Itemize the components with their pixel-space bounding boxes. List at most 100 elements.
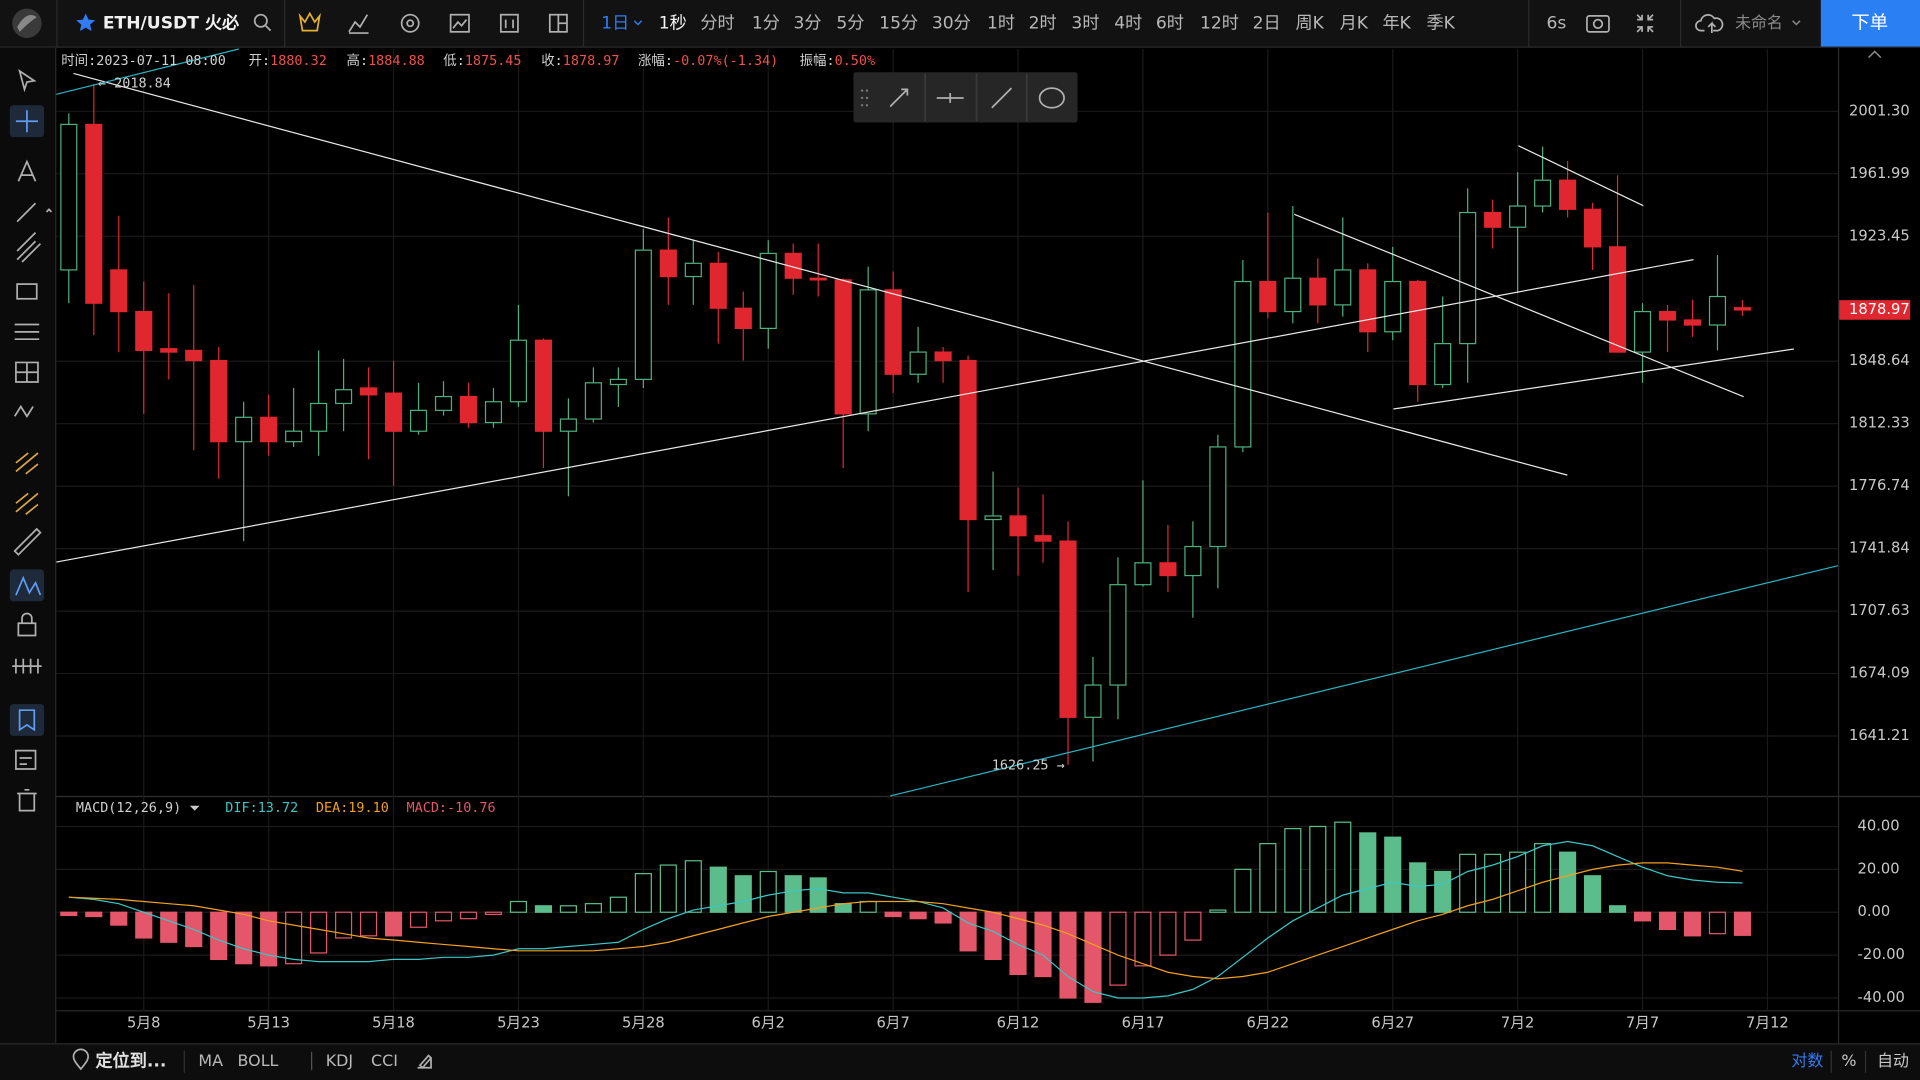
macd-line xyxy=(68,840,1743,999)
interval[interactable]: 30分 xyxy=(932,13,971,33)
favorite-star[interactable] xyxy=(76,13,96,32)
ellipse-tool[interactable] xyxy=(1038,87,1065,109)
cloud-save-icon[interactable] xyxy=(1695,14,1724,34)
interval[interactable]: 3分 xyxy=(793,13,821,33)
macd-bar xyxy=(384,911,403,937)
hide-tool[interactable] xyxy=(12,658,42,674)
indicator-toggle[interactable]: BOLL xyxy=(238,1051,279,1070)
interval[interactable]: 2时 xyxy=(1029,13,1057,33)
trend-line[interactable] xyxy=(56,48,239,95)
locate-icon[interactable] xyxy=(72,1048,90,1071)
magnet-strong-tool[interactable] xyxy=(15,492,39,515)
layout-name[interactable]: 未命名 xyxy=(1735,13,1783,32)
object-tree-tool[interactable] xyxy=(15,749,37,770)
horizontal-line-tool[interactable] xyxy=(936,93,964,103)
interval[interactable]: 3时 xyxy=(1071,13,1099,33)
macd-bar xyxy=(235,911,253,965)
macd-bar xyxy=(210,911,228,961)
lock-tool[interactable] xyxy=(17,612,37,637)
bookmark-tool[interactable] xyxy=(18,709,36,732)
keep-drawing-tool[interactable] xyxy=(15,575,42,596)
candle-body xyxy=(1384,280,1402,333)
interval[interactable]: 4时 xyxy=(1114,13,1142,33)
candle-body xyxy=(834,279,852,415)
indicator-icon[interactable] xyxy=(348,14,369,34)
indicator-toggle[interactable]: KDJ xyxy=(326,1051,353,1070)
scale-option[interactable]: % xyxy=(1841,1051,1856,1070)
interval[interactable]: 5分 xyxy=(836,13,864,33)
delete-tool[interactable] xyxy=(17,788,37,812)
period-dropdown-arrow[interactable] xyxy=(633,20,643,26)
vip-icon[interactable] xyxy=(298,11,321,32)
wave-tool[interactable] xyxy=(13,404,34,418)
trend-line[interactable] xyxy=(890,565,1839,797)
interval[interactable]: 分时 xyxy=(700,13,734,33)
info-label: 时间: xyxy=(61,53,96,69)
macd-bar xyxy=(335,911,353,939)
interval[interactable]: 12时 xyxy=(1200,13,1239,33)
symbol[interactable]: ETH/USDT 火必 xyxy=(103,12,240,33)
ray-tool[interactable] xyxy=(889,88,909,108)
candle-body xyxy=(135,310,153,351)
interval[interactable]: 月K xyxy=(1340,13,1369,33)
candle-body xyxy=(559,418,577,432)
line-tool[interactable] xyxy=(16,202,53,223)
interval[interactable]: 2日 xyxy=(1253,13,1281,33)
scale-option[interactable]: 自动 xyxy=(1877,1051,1909,1070)
indicator-title[interactable]: MACD(12,26,9) xyxy=(76,801,181,816)
indicator-dropdown[interactable] xyxy=(189,805,200,811)
trend-line[interactable] xyxy=(1294,213,1744,398)
pattern-tool[interactable] xyxy=(15,361,39,383)
macd-bar xyxy=(1059,911,1077,999)
interval[interactable]: 1时 xyxy=(987,13,1015,33)
x-tick-label: 7月12 xyxy=(1746,1015,1789,1032)
indicator-toggle[interactable]: CCI xyxy=(371,1051,398,1070)
collapse-arrow[interactable] xyxy=(1868,50,1882,59)
drag-handle[interactable] xyxy=(860,89,869,107)
screenshot-icon[interactable] xyxy=(1586,15,1610,33)
x-tick-label: 5月28 xyxy=(622,1015,665,1032)
indicator-toggle[interactable]: MA xyxy=(198,1051,223,1070)
macd-bar xyxy=(509,900,528,913)
crosshair-tool[interactable] xyxy=(15,110,38,133)
segment-tool[interactable] xyxy=(991,87,1013,109)
channel-tool[interactable] xyxy=(16,232,42,263)
fullscreen-icon[interactable] xyxy=(1636,14,1654,33)
trend-line[interactable] xyxy=(56,258,1694,563)
macd-bar xyxy=(884,911,902,918)
interval[interactable]: 年K xyxy=(1382,13,1411,33)
scale-option[interactable]: 对数 xyxy=(1791,1051,1823,1070)
settings-icon[interactable] xyxy=(400,13,420,33)
refresh-interval[interactable]: 6s xyxy=(1547,13,1567,33)
interval[interactable]: 6时 xyxy=(1156,13,1184,33)
candle-body xyxy=(1733,307,1752,311)
edit-indicators-icon[interactable] xyxy=(417,1054,433,1070)
period-selector[interactable]: 1日 xyxy=(601,13,629,33)
interval[interactable]: 季K xyxy=(1427,13,1456,33)
cursor-tool[interactable] xyxy=(18,69,37,93)
interval[interactable]: 1分 xyxy=(752,13,780,33)
text-tool[interactable] xyxy=(17,159,37,182)
candle-body xyxy=(759,252,777,330)
order-button-label[interactable]: 下单 xyxy=(1851,12,1888,33)
interval[interactable]: 周K xyxy=(1296,13,1325,33)
fib-tool[interactable] xyxy=(14,323,40,341)
layout-dropdown-arrow[interactable] xyxy=(1792,20,1801,26)
order-button[interactable] xyxy=(1820,0,1920,47)
trend-line[interactable] xyxy=(1393,348,1794,410)
interval[interactable]: 1秒 xyxy=(659,13,687,33)
candle-body xyxy=(1134,562,1152,586)
x-tick-label: 5月8 xyxy=(127,1015,160,1032)
magnet-tool[interactable] xyxy=(15,452,39,475)
search-icon[interactable] xyxy=(253,13,272,32)
trend-line[interactable] xyxy=(1518,145,1644,207)
interval[interactable]: 15分 xyxy=(879,13,918,33)
candle-body xyxy=(310,402,328,432)
locate-button[interactable]: 定位到... xyxy=(96,1051,167,1072)
replay-icon[interactable] xyxy=(499,13,519,33)
ruler-tool[interactable] xyxy=(13,527,42,556)
layout-icon[interactable] xyxy=(548,13,568,33)
shape-tool[interactable] xyxy=(16,283,38,300)
template-icon[interactable] xyxy=(449,13,470,33)
trend-line[interactable] xyxy=(73,72,1568,476)
